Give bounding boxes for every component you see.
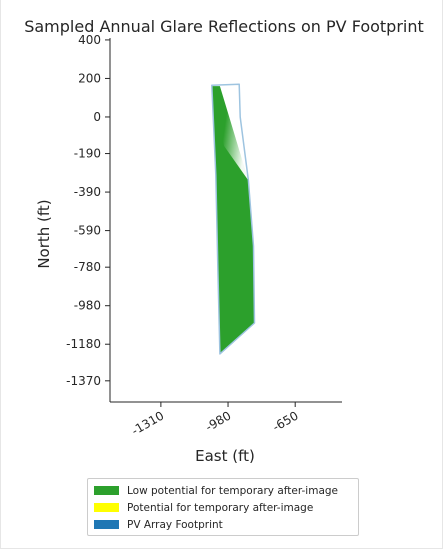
y-tick-label: 200 <box>78 71 101 85</box>
legend-label: Low potential for temporary after-image <box>127 484 339 497</box>
legend-item-low-potential: Low potential for temporary after-image <box>94 482 358 499</box>
legend-swatch-yellow <box>94 503 119 512</box>
chart-canvas: Sampled Annual Glare Reflections on PV F… <box>24 17 424 465</box>
legend-swatch-blue <box>94 520 119 529</box>
axes: 400 200 0 -190 -390 -590 -780 -980 -1180 -1370 -13… <box>66 33 342 438</box>
plot-area <box>211 83 256 355</box>
y-tick-label: -190 <box>74 147 101 161</box>
legend-label: Potential for temporary after-image <box>127 501 314 514</box>
y-tick-label: -1180 <box>66 337 101 351</box>
glare-region-low-potential <box>211 86 255 354</box>
y-tick-label: -980 <box>74 299 101 313</box>
y-tick-label: 0 <box>93 110 101 124</box>
y-axis-label: North (ft) <box>35 199 53 268</box>
x-tick-label: -980 <box>203 408 234 434</box>
y-tick-label: -1370 <box>66 374 101 388</box>
chart-title: Sampled Annual Glare Reflections on PV F… <box>24 17 424 36</box>
legend-item-potential: Potential for temporary after-image <box>94 499 358 516</box>
legend-label: PV Array Footprint <box>127 518 223 531</box>
legend-item-pv-array: PV Array Footprint <box>94 516 358 533</box>
y-tick-label: -390 <box>74 185 101 199</box>
legend-swatch-green <box>94 486 119 495</box>
x-tick-label: -1310 <box>129 408 166 438</box>
legend: Low potential for temporary after-image … <box>87 478 359 536</box>
pv-array-footprint-outline <box>211 83 256 355</box>
x-axis-label: East (ft) <box>195 447 255 465</box>
x-tick-label: -650 <box>270 408 301 434</box>
y-tick-label: -780 <box>74 260 101 274</box>
y-tick-label: 400 <box>78 33 101 47</box>
y-tick-label: -590 <box>74 224 101 238</box>
